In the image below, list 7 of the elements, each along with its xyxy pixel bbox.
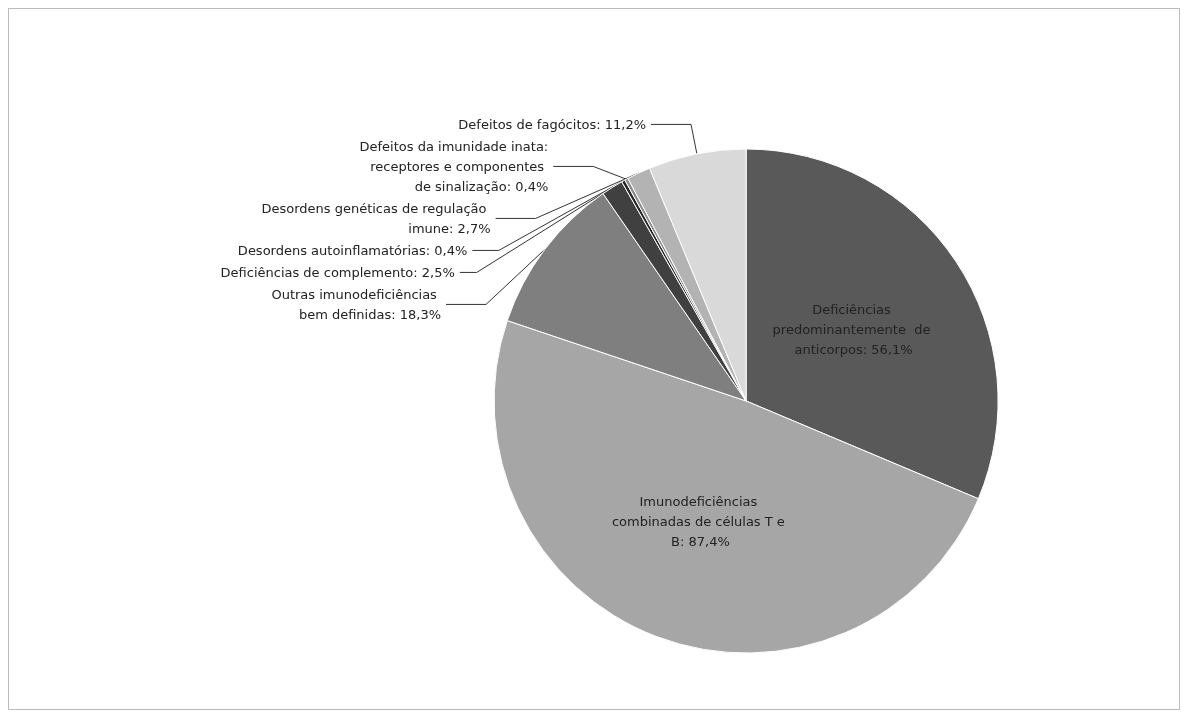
slice-label: Outras imunodeficiências bem definidas: 18,3%: [271, 286, 442, 322]
slice-label: Defeitos da imunidade inata: receptores e componentes de sinalização: 0,4%: [359, 138, 549, 194]
slice-label: Desordens autoinflamatórias: 0,4%: [237, 242, 468, 258]
slice-label: Defeitos de fagócitos: 11,2%: [458, 116, 647, 132]
slice-label: Deficiências de complemento: 2,5%: [220, 264, 455, 280]
slice-label: Desordens genéticas de regulação imune: 2,7%: [261, 200, 491, 236]
slice-label: Imunodeficiências combinadas de células T e B: 87,4%: [611, 494, 789, 550]
